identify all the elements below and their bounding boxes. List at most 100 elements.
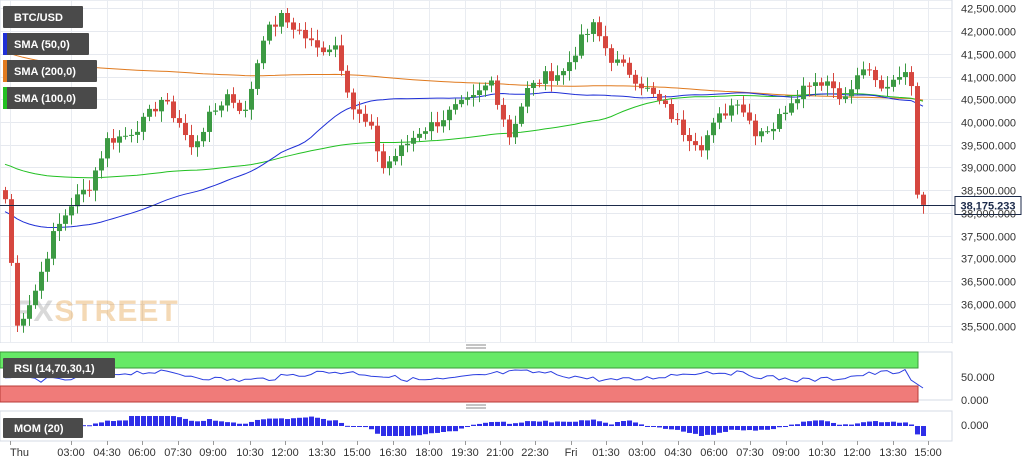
candle <box>831 73 836 98</box>
momentum-bar <box>375 426 380 434</box>
candle <box>231 87 236 109</box>
candle <box>33 284 38 309</box>
momentum-bar <box>879 422 884 426</box>
momentum-bar <box>141 416 146 426</box>
candle <box>117 130 122 153</box>
momentum-bar <box>315 417 320 426</box>
momentum-bar <box>81 425 86 427</box>
momentum-bar <box>177 417 182 426</box>
legend-sma-100[interactable]: SMA (100,0) <box>3 87 97 109</box>
x-tick-label: 12:00 <box>271 447 299 459</box>
legend-sma-50[interactable]: SMA (50,0) <box>3 33 89 55</box>
candle <box>357 101 362 123</box>
candle <box>147 104 152 122</box>
momentum-bar <box>765 426 770 430</box>
momentum-bar <box>129 416 134 426</box>
y-tick-label: 41,000.000 <box>961 73 1016 85</box>
candle <box>657 90 662 105</box>
rsi-tag[interactable]: RSI (14,70,30,1) <box>3 358 115 378</box>
x-tick-label: 09:00 <box>772 447 800 459</box>
candle <box>627 57 632 79</box>
mom-tick-0: 0.000 <box>961 420 989 432</box>
momentum-bar <box>609 424 614 426</box>
last-price-tag <box>954 196 1022 215</box>
momentum-bar <box>339 422 344 426</box>
momentum-bar <box>621 421 626 426</box>
momentum-bar <box>447 426 452 432</box>
candle <box>243 100 248 118</box>
x-tick-label: 13:30 <box>879 447 907 459</box>
momentum-bar <box>813 420 818 426</box>
candle <box>597 16 602 42</box>
mom-tag[interactable]: MOM (20) <box>3 418 83 438</box>
candle <box>855 67 860 95</box>
momentum-bar <box>723 426 728 432</box>
momentum-bar <box>633 422 638 426</box>
legend-sma-100-label: SMA (100,0) <box>14 93 76 105</box>
momentum-bar <box>801 421 806 426</box>
candle <box>843 87 848 104</box>
last-price-line: 38,175.233 <box>0 196 1022 215</box>
pane-divider-1[interactable] <box>0 343 952 351</box>
candle <box>609 44 614 72</box>
rsi-line <box>4 368 924 389</box>
candle <box>567 51 572 81</box>
x-tick-label: 03:00 <box>628 447 656 459</box>
momentum-bar <box>195 421 200 426</box>
candle <box>687 128 692 152</box>
candle <box>675 113 680 125</box>
candle <box>795 89 800 110</box>
legend-sma-200[interactable]: SMA (200,0) <box>3 60 97 82</box>
candle <box>615 50 620 66</box>
x-tick-label: 21:00 <box>486 447 514 459</box>
momentum-bar <box>285 419 290 426</box>
candle <box>177 109 182 128</box>
momentum-bar <box>591 419 596 426</box>
momentum-bar <box>585 420 590 426</box>
candle <box>429 111 434 141</box>
momentum-bar <box>441 426 446 432</box>
candle <box>381 143 386 174</box>
momentum-bar <box>87 425 92 427</box>
momentum-bar <box>483 422 488 426</box>
candle <box>621 54 626 67</box>
momentum-bar <box>351 426 356 427</box>
instrument-tag[interactable]: BTC/USD <box>3 6 83 28</box>
y-tick-label: 39,500.000 <box>961 141 1016 153</box>
momentum-pane: MOM (20) 0.000 <box>0 410 989 442</box>
momentum-bar <box>459 426 464 429</box>
momentum-bar <box>105 420 110 426</box>
momentum-bar <box>543 420 548 426</box>
momentum-bar <box>855 423 860 426</box>
momentum-bar <box>225 422 230 426</box>
momentum-bar <box>417 426 422 436</box>
momentum-bar <box>735 426 740 430</box>
legend-sma-200-label: SMA (200,0) <box>14 66 76 78</box>
candle <box>879 75 884 92</box>
momentum-bar <box>789 424 794 426</box>
candle <box>555 65 560 85</box>
x-tick-label: 09:00 <box>199 447 227 459</box>
candle <box>99 151 104 179</box>
candle <box>273 15 278 37</box>
candle <box>15 255 20 332</box>
momentum-bar <box>465 426 470 427</box>
momentum-bar <box>915 426 920 435</box>
candle <box>663 95 668 108</box>
momentum-bar <box>393 426 398 436</box>
candle <box>705 130 710 160</box>
y-tick-label: 42,000.000 <box>961 27 1016 39</box>
momentum-bar <box>369 426 374 430</box>
pane-divider-2[interactable] <box>466 404 486 409</box>
x-tick-label: 13:30 <box>308 447 336 459</box>
candle <box>171 95 176 123</box>
momentum-bar <box>849 424 854 426</box>
candle <box>297 22 302 35</box>
candle <box>741 96 746 117</box>
momentum-bar <box>231 422 236 426</box>
candle <box>699 136 704 157</box>
momentum-bar <box>645 425 650 427</box>
candle <box>255 59 260 95</box>
candle <box>789 96 794 116</box>
candle <box>447 106 452 131</box>
